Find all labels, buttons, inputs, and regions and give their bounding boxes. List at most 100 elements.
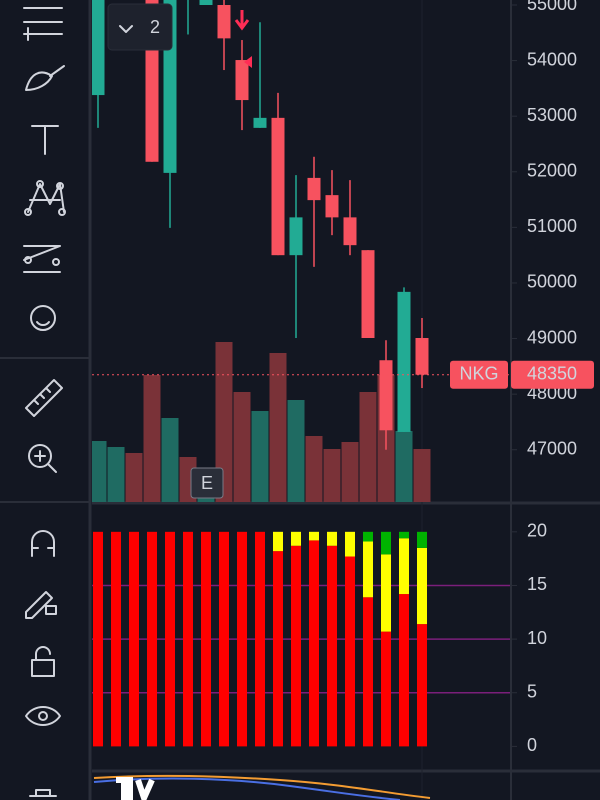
indicator-bar	[165, 531, 175, 747]
volume-bar	[92, 441, 107, 502]
bottom-pane	[93, 774, 431, 800]
left-toolbar	[0, 0, 92, 800]
event-box[interactable]	[190, 467, 224, 499]
indicator-bar	[111, 531, 121, 747]
indicator-bar	[363, 531, 373, 542]
candle-body	[253, 117, 267, 128]
emoji-tool[interactable]	[30, 305, 56, 331]
volume-bar	[269, 353, 287, 502]
volume-bar	[107, 447, 125, 502]
y-tick-label: 15	[527, 574, 547, 594]
volume-bar	[305, 436, 323, 502]
text-tool[interactable]	[31, 125, 59, 155]
y-tick-label: 53000	[527, 105, 577, 125]
volume-bar	[161, 418, 179, 502]
indicator-bar	[417, 547, 427, 625]
indicator-bar	[273, 551, 283, 747]
price-box	[511, 360, 594, 389]
indicator-bar	[381, 554, 391, 632]
y-tick-label: 0	[527, 735, 537, 755]
lock-drawing-tool[interactable]	[25, 591, 57, 619]
indicator-bar	[273, 531, 283, 552]
price-label: NKG 48350	[450, 360, 594, 389]
indicator-line	[93, 774, 431, 799]
candle-body	[307, 177, 321, 201]
indicator-bar	[327, 545, 337, 747]
indicator-bar	[381, 531, 391, 555]
lock-tool[interactable]	[31, 646, 55, 677]
indicator-bar	[309, 531, 319, 541]
symbol-box	[450, 360, 508, 389]
y-tick-label: 51000	[527, 216, 577, 236]
signal-arrow	[234, 10, 250, 31]
indicator-bar	[417, 624, 427, 747]
signal-marker	[244, 56, 252, 68]
lines-tool[interactable]	[23, 7, 63, 41]
badge-box[interactable]	[107, 3, 173, 51]
indicator-bar	[291, 531, 301, 546]
indicator-bar	[183, 531, 193, 747]
price-text: 48350	[527, 363, 577, 383]
volume-bar	[251, 411, 269, 502]
y-tick-label: 50000	[527, 272, 577, 292]
pattern-tool[interactable]	[24, 180, 66, 216]
candle-body	[271, 117, 285, 256]
volume-bar	[215, 342, 233, 502]
zoom-tool[interactable]	[28, 444, 57, 473]
candle-body	[217, 5, 231, 39]
volume-bar	[143, 375, 161, 502]
volume-bar	[359, 392, 377, 502]
y-tick-label: 5	[527, 682, 537, 702]
indicator-bar	[363, 541, 373, 598]
candle-body	[379, 360, 393, 431]
indicator-bar	[309, 540, 319, 747]
toolbar-badge[interactable]: 2	[107, 3, 173, 51]
indicator-bar	[345, 556, 355, 747]
y-tick-label: 20	[527, 521, 547, 541]
visibility-tool[interactable]	[25, 706, 61, 726]
indicator-bar	[327, 531, 337, 546]
symbol-text: NKG	[459, 363, 498, 383]
event-marker[interactable]: E	[190, 467, 224, 499]
y-tick-label: 47000	[527, 438, 577, 458]
y-tick-label: 10	[527, 628, 547, 648]
brush-tool[interactable]	[25, 65, 65, 91]
candle-body	[397, 291, 411, 432]
volume-bar	[323, 449, 341, 502]
indicator-bar	[129, 531, 139, 747]
y-tick-label: 49000	[527, 327, 577, 347]
toolbar-bg	[0, 0, 90, 800]
volume-bar	[287, 400, 305, 502]
indicator-bar	[255, 531, 265, 747]
indicator-line	[93, 777, 401, 800]
indicator-bar	[93, 531, 103, 747]
candle-body	[361, 250, 375, 339]
chevron	[119, 25, 133, 33]
indicator-bar	[201, 531, 211, 747]
trash-tool[interactable]	[29, 789, 57, 797]
y-tick-label: 55000	[527, 0, 577, 14]
indicator-bar	[291, 545, 301, 747]
volume-bar	[341, 442, 359, 502]
y-tick-label: 52000	[527, 161, 577, 181]
y-tick-label: 54000	[527, 49, 577, 69]
logo	[116, 777, 155, 800]
indicator-bar	[363, 597, 373, 747]
indicator-bar	[399, 538, 409, 595]
ruler-tool[interactable]	[25, 379, 63, 417]
magnet-tool[interactable]	[31, 530, 55, 557]
badge-count: 2	[150, 17, 160, 37]
volume-bar	[413, 449, 431, 502]
indicator-bar	[237, 531, 247, 747]
candle-body	[343, 217, 357, 246]
candle-body	[289, 217, 303, 256]
candle-body	[92, 0, 105, 96]
candle-body	[325, 195, 339, 218]
volume-bar	[233, 392, 251, 502]
indicator-bar	[381, 631, 391, 747]
indicator-bar	[399, 594, 409, 747]
prediction-tool[interactable]	[23, 245, 61, 273]
indicator-pane	[92, 531, 510, 747]
candle-body	[199, 0, 213, 6]
